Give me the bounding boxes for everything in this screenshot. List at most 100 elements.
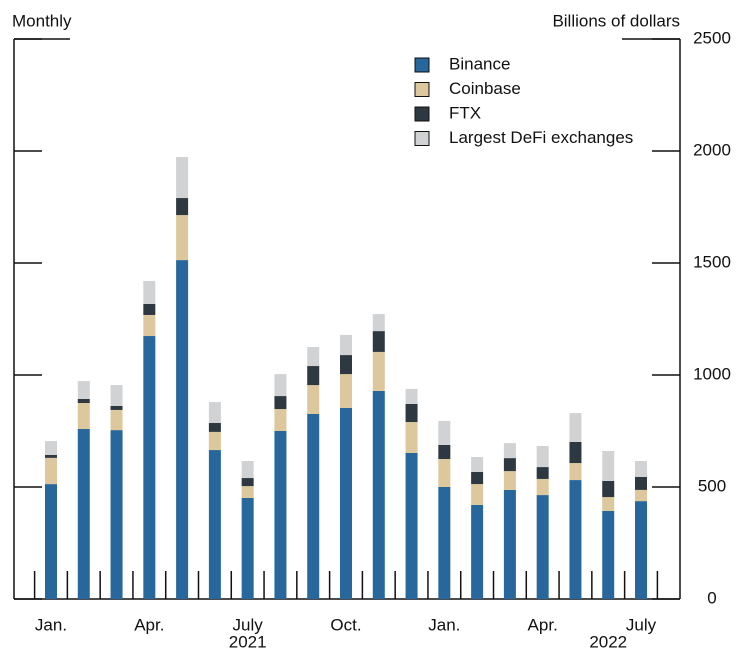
- bar-segment: [372, 351, 385, 391]
- legend-label: FTX: [449, 103, 481, 122]
- bar-segment: [471, 471, 484, 485]
- bar-segment: [274, 374, 287, 397]
- bar-segment: [143, 303, 156, 315]
- bar-segment: [176, 157, 189, 199]
- bar-segment: [77, 381, 90, 399]
- bar-segment: [536, 467, 549, 479]
- legend-swatch: [414, 57, 430, 73]
- bar-segment: [372, 314, 385, 332]
- y-tick-label: 1000: [693, 364, 731, 383]
- y-label-right: Billions of dollars: [552, 11, 680, 30]
- bar-segment: [405, 452, 418, 599]
- bar-segment: [635, 501, 648, 599]
- bar-segment: [307, 347, 320, 367]
- bar-segment: [635, 461, 648, 477]
- bar-segment: [77, 398, 90, 403]
- bar-segment: [241, 478, 254, 487]
- bar-segment: [110, 385, 123, 406]
- bar-segment: [77, 403, 90, 429]
- bar-segment: [569, 463, 582, 481]
- bar-segment: [241, 497, 254, 599]
- bar-segment: [44, 484, 57, 599]
- x-tick-label: July: [626, 615, 657, 634]
- bar-segment: [602, 497, 615, 511]
- bar-segment: [438, 444, 451, 459]
- bar-segment: [340, 407, 352, 599]
- bar-segment: [503, 458, 516, 472]
- legend-label: Coinbase: [449, 79, 521, 98]
- bar-segment: [405, 422, 418, 453]
- legend-swatch: [414, 82, 430, 97]
- bar-segment: [340, 334, 352, 356]
- bar-segment: [405, 388, 418, 404]
- bar-segment: [143, 314, 156, 337]
- bar-segment: [569, 480, 582, 599]
- y-tick-label: 0: [707, 588, 716, 607]
- bar-segment: [602, 450, 615, 481]
- legend-label: Binance: [449, 54, 510, 73]
- y-tick-label: 2500: [693, 28, 731, 47]
- bar-segment: [635, 489, 648, 502]
- bar-segment: [143, 336, 156, 599]
- bar-segment: [471, 484, 484, 505]
- bar-segment: [503, 489, 516, 599]
- bar-segment: [438, 420, 451, 445]
- bar-segment: [602, 510, 615, 599]
- bar-segment: [110, 430, 123, 599]
- x-tick-label: July: [233, 615, 264, 634]
- bar-segment: [208, 422, 221, 432]
- bar-segment: [405, 403, 418, 423]
- bar-segment: [307, 366, 320, 386]
- bar-segment: [208, 402, 221, 423]
- bar-segment: [372, 390, 385, 599]
- bar-segment: [569, 413, 582, 442]
- bar-segment: [536, 446, 549, 468]
- legend-swatch: [414, 131, 430, 146]
- x-tick-label: Jan.: [35, 615, 67, 634]
- bar-segment: [372, 331, 385, 352]
- legend-label: Largest DeFi exchanges: [449, 128, 633, 147]
- bar-segment: [503, 443, 516, 459]
- bar-segment: [241, 486, 254, 498]
- bar-segment: [569, 441, 582, 464]
- bar-segment: [110, 405, 123, 410]
- bar-segment: [208, 450, 221, 599]
- x-tick-label: Oct.: [330, 615, 361, 634]
- bar-segment: [307, 385, 320, 414]
- bar-segment: [110, 409, 123, 431]
- legend-swatch: [414, 106, 430, 122]
- bar-segment: [536, 495, 549, 599]
- bar-segment: [241, 461, 254, 479]
- x-year-label: 2022: [589, 632, 627, 650]
- bar-segment: [44, 454, 57, 458]
- bar-segment: [307, 413, 320, 599]
- y-tick-label: 1500: [693, 252, 731, 271]
- bar-segment: [471, 504, 484, 599]
- bar-segment: [340, 374, 352, 408]
- y-tick-label: 2000: [693, 140, 731, 159]
- y-tick-label: 500: [698, 476, 726, 495]
- bar-segment: [143, 280, 156, 304]
- x-tick-label: Apr.: [528, 615, 558, 634]
- x-year-label: 2021: [229, 632, 267, 650]
- x-tick-label: Jan.: [428, 615, 460, 634]
- bar-segment: [274, 431, 287, 599]
- bar-segment: [176, 215, 189, 261]
- bar-segment: [340, 355, 352, 375]
- bar-segment: [44, 457, 57, 485]
- y-label-left: Monthly: [12, 11, 72, 30]
- bar-segment: [438, 487, 451, 599]
- bar-segment: [77, 428, 90, 599]
- bar-segment: [471, 456, 484, 472]
- bar-segment: [44, 441, 57, 455]
- bar-segment: [602, 480, 615, 498]
- bar-segment: [438, 459, 451, 487]
- x-tick-label: Apr.: [134, 615, 164, 634]
- bar-segment: [635, 476, 648, 490]
- bar-segment: [503, 471, 516, 490]
- bar-segment: [176, 198, 189, 216]
- bar-segment: [536, 478, 549, 496]
- bar-segment: [274, 396, 287, 410]
- bar-segment: [274, 409, 287, 431]
